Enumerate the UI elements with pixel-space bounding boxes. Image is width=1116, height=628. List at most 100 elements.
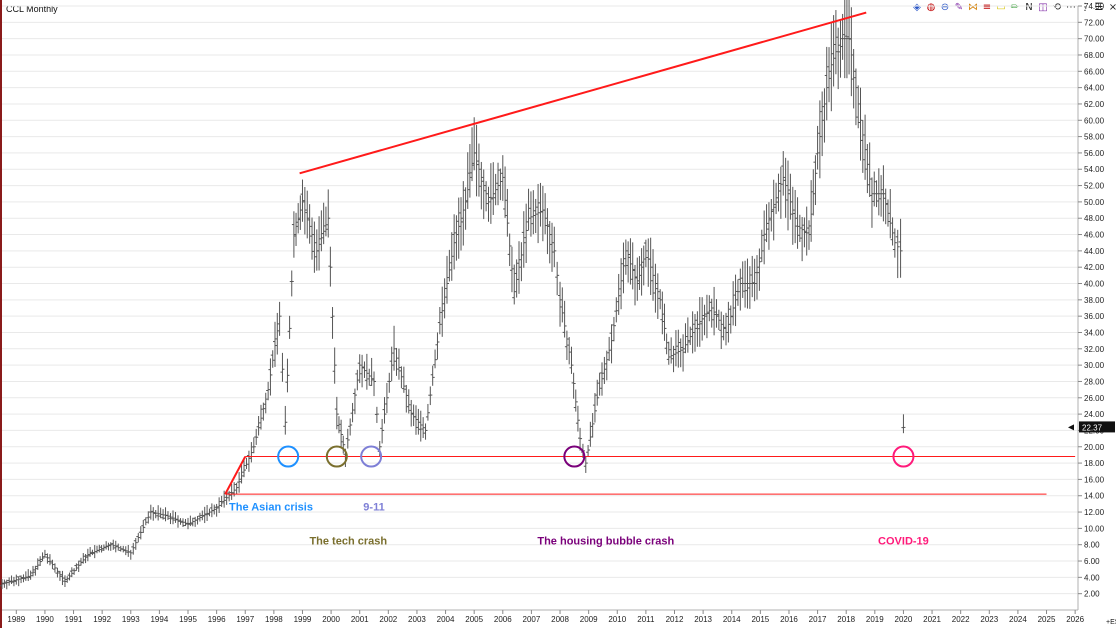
y-tick-label: 64.00 bbox=[1084, 84, 1105, 93]
square-icon[interactable]: ◫ bbox=[1038, 2, 1048, 13]
symbol-footer: +ES bbox=[1106, 619, 1116, 626]
x-tick-label: 2000 bbox=[322, 615, 340, 624]
y-tick-label: 68.00 bbox=[1084, 51, 1105, 60]
x-tick-label: 2011 bbox=[637, 615, 655, 624]
current-price-label: 22.37 bbox=[1082, 423, 1103, 432]
x-tick-label: 2007 bbox=[523, 615, 541, 624]
trendlines bbox=[224, 11, 1076, 495]
x-tick-label: 2014 bbox=[723, 615, 741, 624]
y-tick-label: 6.00 bbox=[1084, 557, 1100, 566]
x-tick-label: 1990 bbox=[36, 615, 54, 624]
x-tick-label: 2003 bbox=[408, 615, 426, 624]
trendline-icon[interactable]: ◍ bbox=[926, 2, 936, 13]
event-label: The Asian crisis bbox=[229, 501, 313, 513]
chart-title: CCL Monthly bbox=[6, 4, 58, 14]
x-tick-label: 2006 bbox=[494, 615, 512, 624]
channel-icon[interactable]: ≡ bbox=[982, 2, 992, 13]
x-tick-label: 2023 bbox=[980, 615, 998, 624]
current-price-pointer bbox=[1068, 424, 1074, 431]
x-tick-label: 2008 bbox=[551, 615, 569, 624]
y-tick-label: 32.00 bbox=[1084, 345, 1105, 354]
y-tick-label: 4.00 bbox=[1084, 573, 1100, 582]
y-tick-label: 2.00 bbox=[1084, 590, 1100, 599]
y-tick-label: 12.00 bbox=[1084, 508, 1105, 517]
x-tick-label: 2016 bbox=[780, 615, 798, 624]
y-tick-label: 26.00 bbox=[1084, 394, 1105, 403]
event-label: COVID-19 bbox=[878, 536, 929, 548]
x-tick-label: 1996 bbox=[208, 615, 226, 624]
x-tick-label: 2012 bbox=[666, 615, 684, 624]
y-tick-label: 36.00 bbox=[1084, 312, 1105, 321]
trendline-upper-resistance bbox=[299, 11, 867, 175]
event-annotations: The Asian crisis 9-11 The tech crash The ho… bbox=[229, 501, 929, 547]
x-tick-label: 1995 bbox=[179, 615, 197, 624]
x-tick-label: 1994 bbox=[150, 615, 168, 624]
x-tick-label: 1998 bbox=[265, 615, 283, 624]
y-tick-label: 16.00 bbox=[1084, 475, 1105, 484]
x-tick-label: 2025 bbox=[1038, 615, 1056, 624]
event-circle bbox=[277, 445, 300, 468]
chart-icon[interactable]: ◈ bbox=[913, 2, 921, 13]
y-tick-label: 10.00 bbox=[1084, 524, 1105, 533]
y-tick-label: 62.00 bbox=[1084, 100, 1105, 109]
x-tick-label: 1989 bbox=[7, 615, 25, 624]
x-tick-label: 2018 bbox=[837, 615, 855, 624]
x-tick-label: 2020 bbox=[895, 615, 913, 624]
x-tick-label: 2002 bbox=[379, 615, 397, 624]
y-tick-label: 52.00 bbox=[1084, 182, 1105, 191]
grid-icon[interactable]: ⋮ bbox=[1080, 2, 1090, 13]
target-icon[interactable]: ⊖ bbox=[940, 2, 950, 13]
y-tick-label: 50.00 bbox=[1084, 198, 1105, 207]
x-tick-label: 1992 bbox=[93, 615, 111, 624]
y-tick-label: 30.00 bbox=[1084, 361, 1105, 370]
y-tick-label: 38.00 bbox=[1084, 296, 1105, 305]
price-bars bbox=[0, 0, 906, 590]
y-tick-label: 18.00 bbox=[1084, 459, 1105, 468]
y-tick-label: 74.00 bbox=[1084, 2, 1105, 11]
y-tick-label: 60.00 bbox=[1084, 116, 1105, 125]
y-tick-label: 44.00 bbox=[1084, 247, 1105, 256]
measure-icon[interactable]: ⟲ bbox=[1052, 2, 1062, 13]
x-tick-label: 2015 bbox=[751, 615, 769, 624]
event-markers bbox=[277, 445, 915, 468]
y-tick-label: 28.00 bbox=[1084, 377, 1105, 386]
y-tick-label: 24.00 bbox=[1084, 410, 1105, 419]
x-tick-label: 2005 bbox=[465, 615, 483, 624]
x-tick-label: 2026 bbox=[1066, 615, 1084, 624]
x-tick-label: 1991 bbox=[65, 615, 83, 624]
trendline-connector bbox=[224, 456, 247, 495]
x-tick-label: 1999 bbox=[294, 615, 312, 624]
y-tick-label: 66.00 bbox=[1084, 67, 1105, 76]
fib-icon[interactable]: ⋯ bbox=[1066, 2, 1076, 13]
n-icon[interactable]: N bbox=[1025, 2, 1033, 13]
y-tick-label: 20.00 bbox=[1084, 443, 1105, 452]
event-label: 9-11 bbox=[363, 501, 384, 513]
brush-icon[interactable]: ✏ bbox=[1010, 2, 1020, 13]
box-icon[interactable]: ▭ bbox=[996, 2, 1006, 13]
event-label: The tech crash bbox=[309, 536, 387, 548]
grid-lines bbox=[2, 5, 1078, 595]
x-tick-label: 2009 bbox=[580, 615, 598, 624]
x-tick-label: 2001 bbox=[351, 615, 369, 624]
ray-icon[interactable]: ✎ bbox=[954, 2, 964, 13]
event-circle bbox=[325, 445, 348, 468]
close-icon[interactable]: × bbox=[1108, 2, 1116, 13]
x-tick-label: 2019 bbox=[866, 615, 884, 624]
hand-icon[interactable]: ☰ bbox=[1094, 2, 1104, 13]
y-tick-label: 48.00 bbox=[1084, 214, 1105, 223]
x-tick-label: 2010 bbox=[608, 615, 626, 624]
y-tick-label: 46.00 bbox=[1084, 231, 1105, 240]
x-tick-label: 2013 bbox=[694, 615, 712, 624]
x-tick-label: 2022 bbox=[952, 615, 970, 624]
y-tick-label: 70.00 bbox=[1084, 35, 1105, 44]
x-tick-label: 2017 bbox=[809, 615, 827, 624]
y-tick-label: 8.00 bbox=[1084, 541, 1100, 550]
pitchfork-icon[interactable]: ⋈ bbox=[968, 2, 978, 13]
y-tick-label: 42.00 bbox=[1084, 263, 1105, 272]
current-price-box bbox=[1079, 421, 1115, 433]
x-tick-label: 2021 bbox=[923, 615, 941, 624]
event-circle bbox=[563, 445, 586, 468]
